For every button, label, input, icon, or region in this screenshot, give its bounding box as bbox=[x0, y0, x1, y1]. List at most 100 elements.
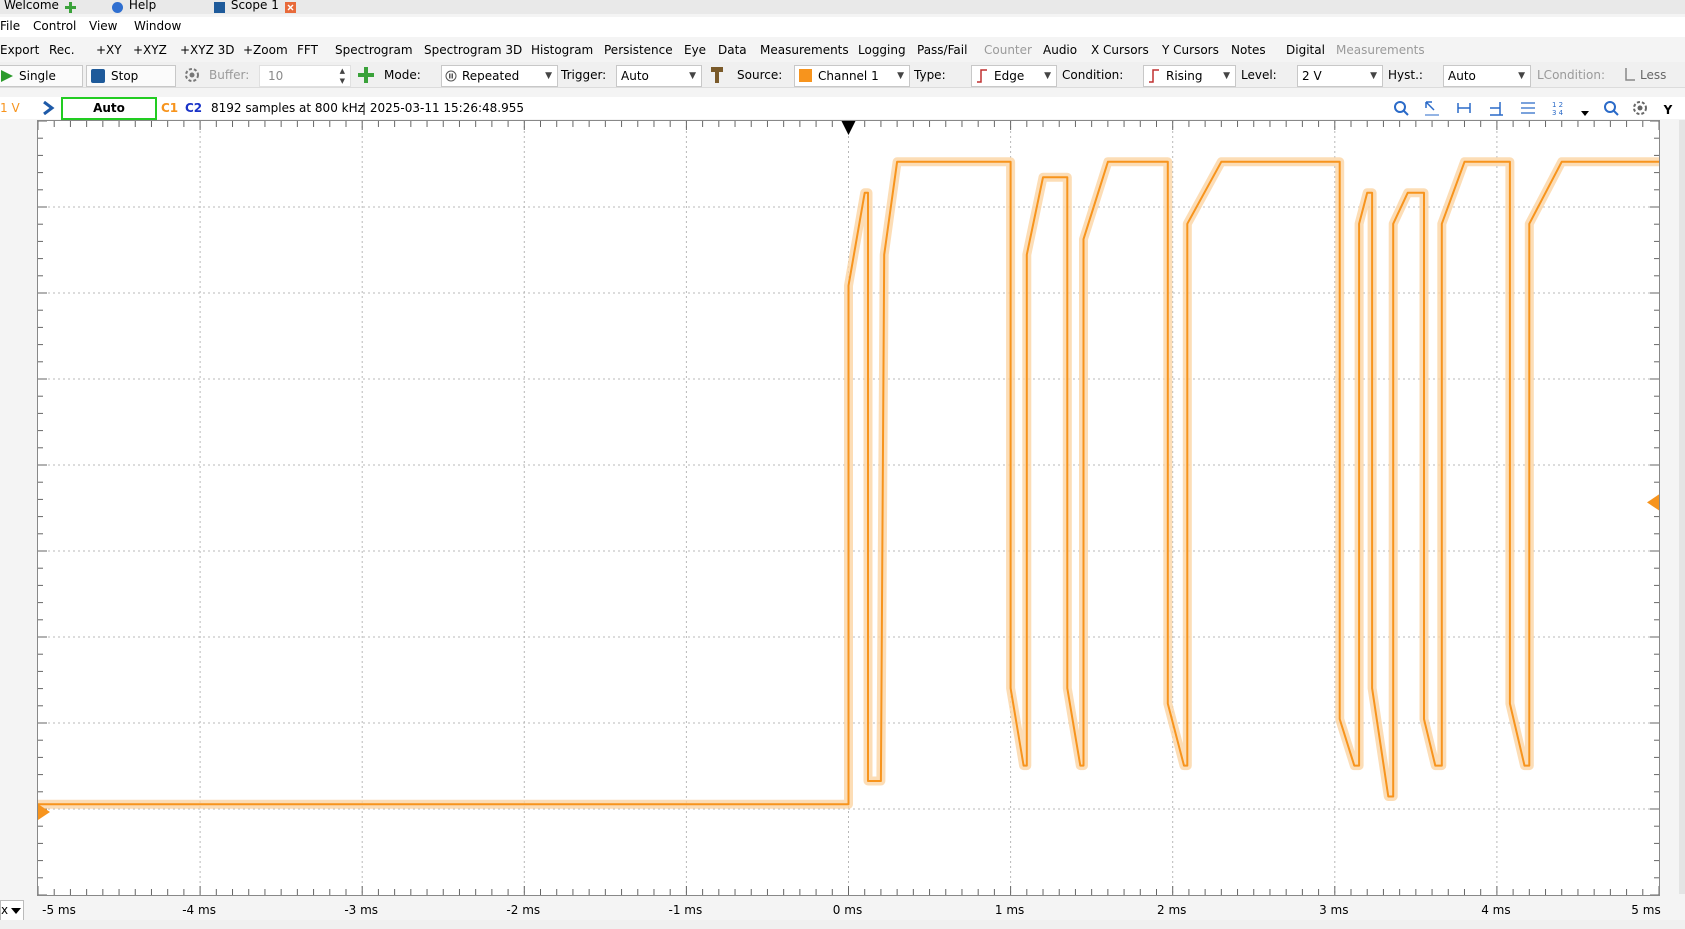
tools-toolbar: Export Rec. +XY +XYZ +XYZ 3D +Zoom FFT S… bbox=[0, 38, 1685, 62]
x-zoom-icon[interactable] bbox=[1456, 100, 1472, 116]
menu-control[interactable]: Control bbox=[33, 19, 77, 33]
tool-y-cursors[interactable]: Y Cursors bbox=[1162, 43, 1219, 57]
y-axis-button[interactable]: Y bbox=[1655, 101, 1681, 119]
tool-pass-fail[interactable]: Pass/Fail bbox=[917, 43, 968, 57]
tool-spectrogram[interactable]: Spectrogram bbox=[335, 43, 413, 57]
y-scale-icon[interactable] bbox=[1520, 100, 1536, 116]
trigger-select[interactable]: Auto ▼ bbox=[616, 65, 702, 87]
tool-logging[interactable]: Logging bbox=[858, 43, 906, 57]
tab-welcome[interactable]: Welcome bbox=[4, 0, 78, 14]
single-button[interactable]: Single bbox=[0, 65, 83, 87]
chevron-down-icon: ▼ bbox=[1518, 71, 1525, 81]
tool-measurements[interactable]: Measurements bbox=[760, 43, 849, 57]
buffer-spinbox[interactable]: 10 ▲ ▼ bbox=[259, 65, 351, 87]
tool-spectrogram-3d[interactable]: Spectrogram 3D bbox=[424, 43, 523, 57]
series-line bbox=[38, 160, 1659, 806]
single-label: Single bbox=[19, 69, 56, 83]
source-value: Channel 1 bbox=[818, 69, 879, 83]
tab-welcome-label: Welcome bbox=[4, 0, 59, 12]
volt-scale: 1 V bbox=[0, 101, 20, 115]
zoom-icon[interactable] bbox=[1603, 100, 1619, 116]
level-select[interactable]: 2 V ▼ bbox=[1297, 65, 1383, 87]
chevron-down-icon: ▼ bbox=[897, 71, 904, 81]
tab-help[interactable]: Help bbox=[110, 0, 156, 14]
tab-scope-label: Scope 1 bbox=[230, 0, 279, 12]
tab-scope-1[interactable]: Scope 1 bbox=[212, 0, 298, 14]
repeat-icon bbox=[445, 70, 457, 82]
stop-label: Stop bbox=[111, 69, 139, 83]
layout-grid-icon[interactable]: 1 23 4 bbox=[1551, 100, 1567, 116]
caret-down-icon[interactable] bbox=[1580, 108, 1590, 118]
mode-label: Mode: bbox=[384, 68, 421, 82]
gear-icon[interactable] bbox=[184, 67, 200, 83]
zoom-fit-icon[interactable] bbox=[1393, 100, 1409, 116]
mode-value: Repeated bbox=[462, 69, 520, 83]
vertical-scrollbar[interactable] bbox=[1679, 120, 1685, 894]
caret-down-icon bbox=[11, 908, 21, 914]
tool-zoom[interactable]: +Zoom bbox=[243, 43, 288, 57]
tool-xyz-3d[interactable]: +XYZ 3D bbox=[180, 43, 235, 57]
type-select[interactable]: Edge ▼ bbox=[971, 65, 1057, 87]
tool-fft[interactable]: FFT bbox=[297, 43, 318, 57]
trigger-label: Trigger: bbox=[561, 68, 607, 82]
spin-arrows-icon[interactable]: ▲ ▼ bbox=[339, 67, 345, 85]
hyst-label: Hyst.: bbox=[1388, 68, 1423, 82]
tool-counter[interactable]: Counter bbox=[984, 43, 1032, 57]
status-badge: Auto bbox=[61, 97, 157, 120]
tool-xyz[interactable]: +XYZ bbox=[133, 43, 167, 57]
play-icon bbox=[1, 70, 13, 82]
tool-measurements-2[interactable]: Measurements bbox=[1336, 43, 1425, 57]
x-tick-label: -2 ms bbox=[506, 903, 541, 917]
rising-edge-icon bbox=[1149, 69, 1159, 83]
level-label: Level: bbox=[1241, 68, 1277, 82]
x-tick-label: 5 ms bbox=[1631, 903, 1661, 917]
buffer-label: Buffer: bbox=[209, 68, 250, 82]
x-tick-label: 4 ms bbox=[1481, 903, 1511, 917]
close-icon[interactable] bbox=[284, 0, 296, 13]
channel-c2[interactable]: C2 bbox=[185, 101, 203, 115]
condition-select[interactable]: Rising ▼ bbox=[1143, 65, 1236, 87]
tool-eye[interactable]: Eye bbox=[684, 43, 707, 57]
x-axis-menu[interactable]: x bbox=[0, 900, 24, 922]
tool-x-cursors[interactable]: X Cursors bbox=[1091, 43, 1149, 57]
add-icon[interactable] bbox=[358, 67, 374, 83]
x-tick-label: 2 ms bbox=[1156, 903, 1187, 917]
tool-rec[interactable]: Rec. bbox=[49, 43, 75, 57]
tool-digital[interactable]: Digital bbox=[1286, 43, 1325, 57]
tool-histogram[interactable]: Histogram bbox=[531, 43, 594, 57]
scope-icon bbox=[214, 0, 225, 13]
hyst-value: Auto bbox=[1448, 69, 1476, 83]
scope-plot[interactable] bbox=[37, 120, 1660, 896]
channel-c1[interactable]: C1 bbox=[161, 101, 179, 115]
menu-file[interactable]: File bbox=[0, 19, 21, 33]
trigger-level-marker bbox=[1647, 494, 1659, 511]
tool-data[interactable]: Data bbox=[718, 43, 747, 57]
condition-label: Condition: bbox=[1062, 68, 1124, 82]
hammer-icon[interactable] bbox=[710, 66, 724, 83]
level-value: 2 V bbox=[1302, 69, 1322, 83]
x-tick-label: 3 ms bbox=[1319, 903, 1349, 917]
stop-button[interactable]: Stop bbox=[86, 65, 176, 87]
mode-select[interactable]: Repeated ▼ bbox=[441, 65, 558, 87]
less-button[interactable]: Less bbox=[1640, 68, 1667, 82]
x-tick-label: 0 ms bbox=[832, 903, 863, 917]
timestamp-text: | 2025-03-11 15:26:48.955 bbox=[362, 101, 525, 115]
trigger-value: Auto bbox=[621, 69, 649, 83]
source-label: Source: bbox=[737, 68, 783, 82]
tab-help-label: Help bbox=[128, 0, 157, 12]
menu-window[interactable]: Window bbox=[134, 19, 182, 33]
less-icon bbox=[1625, 68, 1635, 81]
tool-notes[interactable]: Notes bbox=[1231, 43, 1266, 57]
tool-audio[interactable]: Audio bbox=[1043, 43, 1078, 57]
menu-view[interactable]: View bbox=[89, 19, 118, 33]
source-select[interactable]: Channel 1 ▼ bbox=[794, 65, 910, 87]
settings-icon[interactable] bbox=[1632, 100, 1648, 116]
tool-export[interactable]: Export bbox=[0, 43, 40, 57]
x-range-icon[interactable] bbox=[1488, 100, 1504, 116]
tool-xy[interactable]: +XY bbox=[96, 43, 122, 57]
chevron-right-icon[interactable] bbox=[41, 101, 55, 115]
hyst-select[interactable]: Auto ▼ bbox=[1443, 65, 1531, 87]
type-label: Type: bbox=[914, 68, 946, 82]
tool-persistence[interactable]: Persistence bbox=[604, 43, 673, 57]
pointer-icon[interactable] bbox=[1424, 100, 1440, 116]
